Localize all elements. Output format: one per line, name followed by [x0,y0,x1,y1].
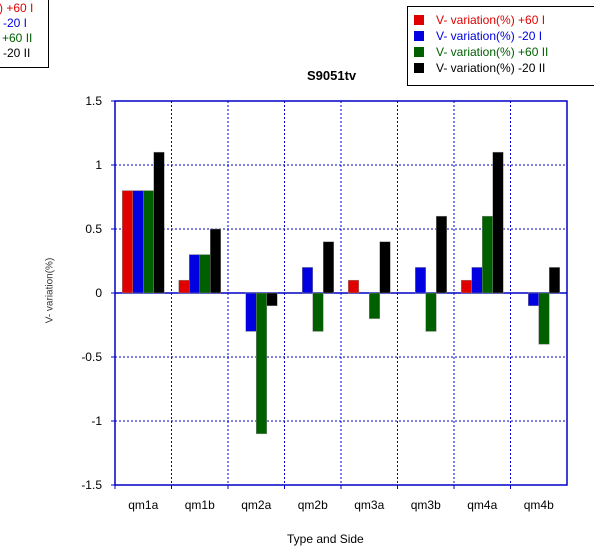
bar-qm1b-series-1 [178,279,190,294]
bar-qm1b-series-2 [189,254,200,294]
bar-qm4b-series-4 [549,267,560,294]
x-tick-label: qm3b [411,498,441,512]
legend-label-2: V- variation(%) -20 I [436,29,543,43]
bar-qm1b-series-3 [199,254,211,294]
bar-qm2a-series-4 [266,292,278,307]
x-tick-label: qm4a [467,498,497,512]
x-axis-label: Type and Side [287,532,364,546]
x-tick-label: qm1b [185,498,215,512]
y-tick-label: -1 [91,414,102,428]
bar-qm4a-series-3 [482,215,493,294]
x-tick-label: qm1a [128,498,158,512]
x-tick-label: qm2a [241,498,271,512]
bar-qm3b-series-2 [415,267,426,294]
y-tick-label: -0.5 [81,350,102,364]
y-axis-label: V- variation(%) [44,257,56,324]
bar-qm1a-series-1 [122,190,133,294]
legend-clipped-entry-3: +60 II [2,31,33,45]
legend-entry-3: V- variation(%) +60 II [414,45,548,59]
y-tick-label: 0 [95,286,102,300]
legend-swatch-4 [414,63,424,73]
bar-qm2a-series-3 [256,292,267,435]
legend: V- variation(%) +60 I V- variation(%) -2… [407,6,594,86]
legend-swatch-3 [414,47,424,57]
bar-qm3b-series-3 [425,292,437,332]
x-tick-label: qm2b [298,498,328,512]
y-tick-label: 1.5 [85,94,102,108]
legend-clipped: ) +60 I -20 I +60 II -20 II [0,0,49,68]
bar-qm1a-series-4 [153,151,165,294]
bar-qm3a-series-3 [369,292,380,319]
legend-clipped-entry-2: -20 I [3,16,28,30]
bar-qm4a-series-1 [461,279,472,294]
legend-swatch-1 [414,15,424,25]
bar-qm2a-series-2 [245,292,257,332]
axis-layer: 1.5 1 0.5 0 -0.5 -1 -1.5 qm1a qm1b qm2a qm2b qm3a qm… [81,94,554,512]
y-tick-label: 1 [95,158,102,172]
legend-label-4: V- variation(%) -20 II [436,61,546,75]
legend-label-1: V- variation(%) +60 I [436,13,546,27]
bar-qm2b-series-3 [312,292,324,332]
legend-clipped-entry-4: -20 II [3,46,31,60]
bar-qm4b-series-2 [528,292,539,307]
legend-clipped-entry-1: ) +60 I [0,1,34,15]
legend-swatch-2 [414,31,424,41]
bar-qm2b-series-2 [302,267,313,294]
chart-title: S9051tv [307,68,357,83]
bar-qm4a-series-2 [471,267,483,294]
legend-label-3: V- variation(%) +60 II [436,45,549,59]
bar-qm3b-series-4 [436,215,447,294]
x-tick-label: qm4b [524,498,554,512]
legend-entry-2: V- variation(%) -20 I [414,29,542,43]
bar-qm4a-series-4 [492,151,504,294]
bar-qm1a-series-2 [132,190,144,294]
bar-qm3a-series-1 [348,279,359,294]
bars-layer [122,151,560,435]
bar-qm4b-series-3 [538,292,550,345]
x-tick-label: qm3a [354,498,384,512]
bar-qm3a-series-4 [379,241,391,294]
y-tick-label: -1.5 [81,478,102,492]
bar-qm2b-series-4 [323,241,334,294]
legend-entry-1: V- variation(%) +60 I [414,13,545,27]
legend-entry-4: V- variation(%) -20 II [414,61,545,75]
plot-frame [114,100,568,486]
bar-qm1b-series-4 [210,228,221,294]
y-tick-label: 0.5 [85,222,102,236]
bar-qm1a-series-3 [143,190,154,294]
